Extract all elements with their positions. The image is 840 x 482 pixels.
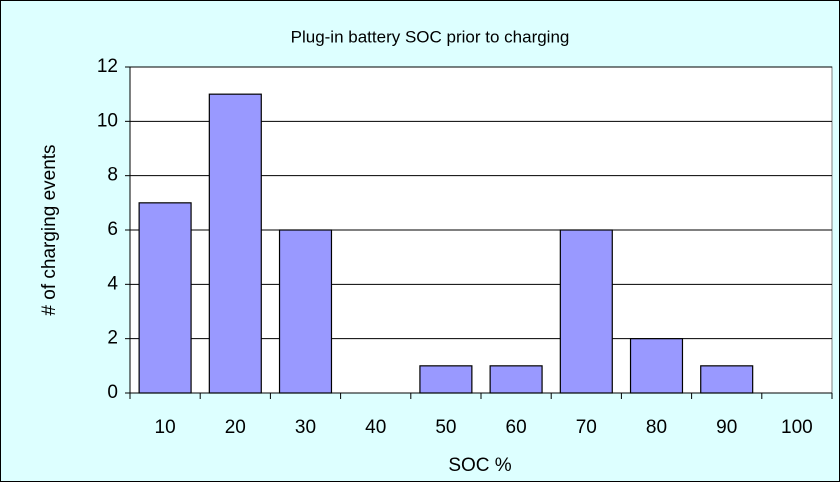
bar [208, 93, 262, 394]
chart-title: Plug-in battery SOC prior to charging [291, 27, 570, 46]
x-tick-label: 20 [225, 417, 246, 438]
x-tick-label: 70 [576, 417, 597, 438]
y-tick-label: 10 [97, 110, 118, 131]
x-tick-label: 50 [435, 417, 456, 438]
y-tick-label: 0 [107, 382, 118, 403]
x-tick-label: 100 [781, 417, 813, 438]
bar [629, 338, 684, 394]
y-tick-label: 4 [107, 273, 118, 294]
y-tick-label: 2 [107, 328, 118, 349]
bar [700, 365, 754, 394]
bar [489, 365, 543, 394]
y-tick-label: 8 [107, 165, 118, 186]
y-tick-label: 12 [97, 56, 118, 77]
x-tick-label: 80 [646, 417, 667, 438]
x-tick-label: 60 [506, 417, 527, 438]
bar [138, 202, 192, 394]
x-tick-label: 30 [295, 417, 316, 438]
y-axis-label: # of charging events [39, 144, 60, 315]
bar [278, 229, 333, 394]
y-tick-label: 6 [107, 219, 118, 240]
bar [419, 365, 473, 394]
x-tick-label: 90 [716, 417, 737, 438]
x-tick-label: 40 [365, 417, 386, 438]
x-axis-label: SOC % [448, 455, 511, 476]
x-tick-label: 10 [155, 417, 176, 438]
bar [559, 229, 613, 394]
